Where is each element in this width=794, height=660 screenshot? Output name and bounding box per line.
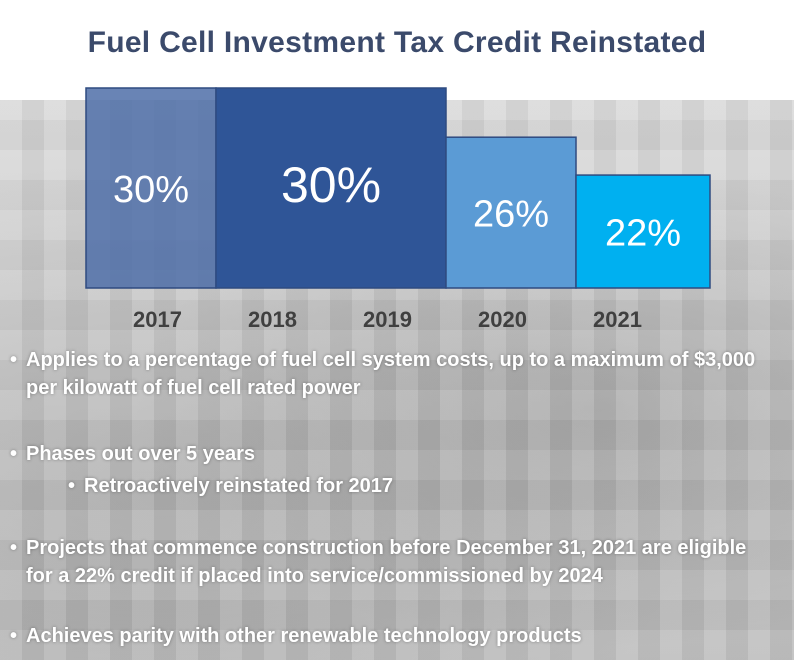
bar-value-label: 22%: [605, 213, 681, 255]
page-title: Fuel Cell Investment Tax Credit Reinstat…: [87, 26, 707, 59]
bar: [445, 136, 577, 289]
bullet-text: Projects that commence construction befo…: [26, 537, 747, 587]
bullet-text: Achieves parity with other renewable tec…: [26, 625, 582, 647]
bar-value-label: 30%: [281, 157, 381, 213]
bullet-text: Phases out over 5 years: [26, 443, 256, 465]
bar-value-label: 26%: [473, 194, 549, 236]
bar-value-label: 30%: [113, 169, 189, 211]
x-tick-label: 2017: [133, 307, 182, 332]
x-tick-label: 2019: [363, 307, 412, 332]
bullet-item: • Applies to a percentage of fuel cell s…: [10, 346, 770, 402]
bar-chart: 2017 2018 2019 2020 2021 30% 30% 26% 22%: [85, 87, 711, 332]
sub-bullet-item: • Retroactively reinstated for 2017: [68, 472, 393, 500]
bullet-item: • Projects that commence construction be…: [10, 534, 770, 590]
bullet-text: Retroactively reinstated for 2017: [84, 475, 394, 497]
bullet-item: • Achieves parity with other renewable t…: [10, 622, 582, 650]
x-tick-label: 2020: [478, 307, 527, 332]
bullet-text: Applies to a percentage of fuel cell sys…: [26, 349, 756, 399]
bullet-item: • Phases out over 5 years: [10, 440, 255, 468]
bar: [575, 174, 711, 289]
x-tick-label: 2021: [593, 307, 642, 332]
bar: [215, 87, 447, 289]
x-tick-label: 2018: [248, 307, 297, 332]
